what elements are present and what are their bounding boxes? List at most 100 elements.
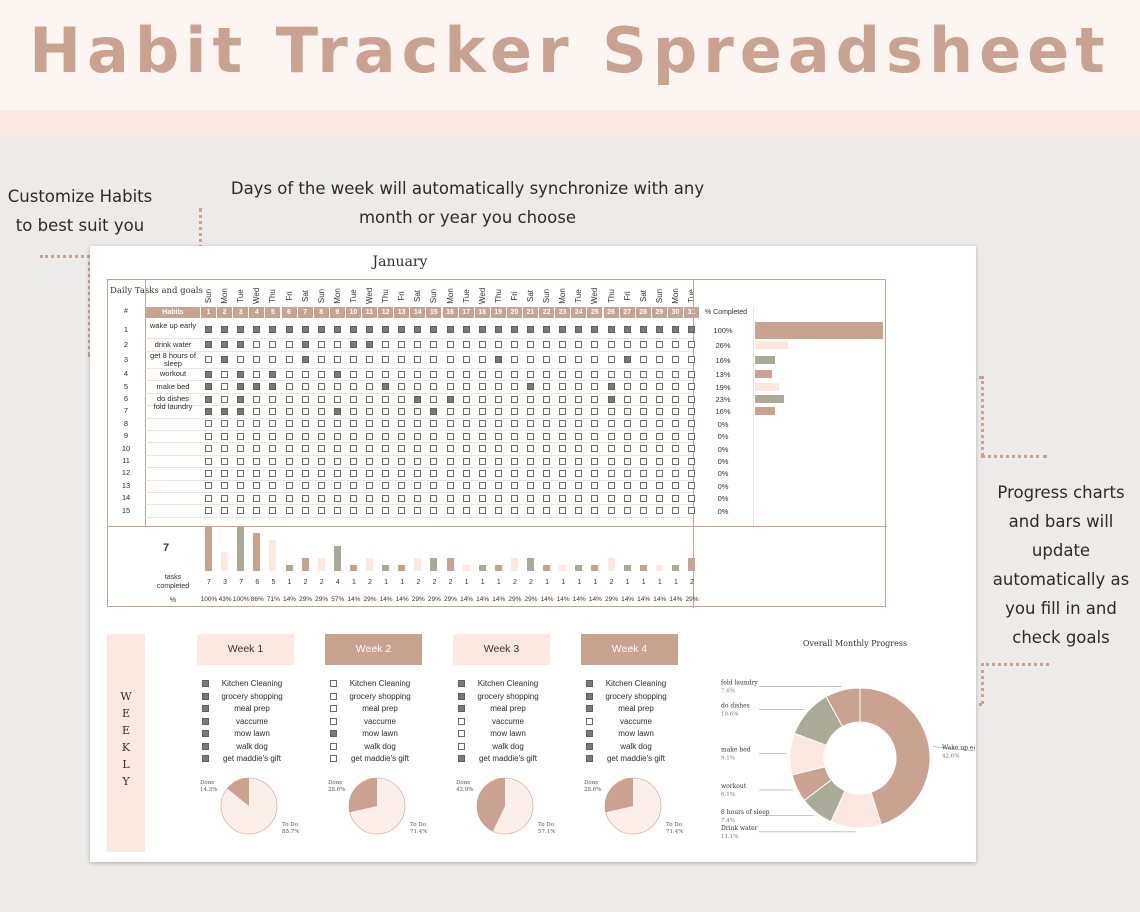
habit-checkbox[interactable] xyxy=(221,432,229,440)
habit-checkbox[interactable] xyxy=(494,507,502,515)
habit-checkbox[interactable] xyxy=(671,432,679,440)
habit-checkbox[interactable] xyxy=(366,383,373,391)
weekly-checkbox[interactable] xyxy=(330,755,337,762)
habit-checkbox[interactable] xyxy=(688,356,695,363)
habit-checkbox[interactable] xyxy=(623,469,631,477)
habit-checkbox[interactable] xyxy=(285,326,293,333)
habit-checkbox[interactable] xyxy=(639,370,647,378)
habit-checkbox[interactable] xyxy=(688,370,695,378)
habit-checkbox[interactable] xyxy=(205,370,212,378)
habit-checkbox[interactable] xyxy=(655,407,663,415)
habit-checkbox[interactable] xyxy=(478,494,486,502)
habit-checkbox[interactable] xyxy=(301,370,309,378)
habit-checkbox[interactable] xyxy=(655,494,663,502)
habit-checkbox[interactable] xyxy=(510,469,518,477)
habit-checkbox[interactable] xyxy=(639,445,647,453)
habit-checkbox[interactable] xyxy=(317,457,325,465)
habit-checkbox[interactable] xyxy=(446,407,454,415)
weekly-checkbox[interactable] xyxy=(458,680,465,687)
habit-checkbox[interactable] xyxy=(333,445,341,453)
habit-checkbox[interactable] xyxy=(285,482,293,490)
habit-checkbox[interactable] xyxy=(591,383,599,391)
habit-checkbox[interactable] xyxy=(478,482,486,490)
habit-checkbox[interactable] xyxy=(543,383,551,391)
habit-checkbox[interactable] xyxy=(349,326,357,333)
habit-checkbox[interactable] xyxy=(221,356,229,363)
habit-checkbox[interactable] xyxy=(510,420,518,428)
habit-checkbox[interactable] xyxy=(510,326,518,333)
habit-checkbox[interactable] xyxy=(510,507,518,515)
habit-checkbox[interactable] xyxy=(575,482,583,490)
habit-checkbox[interactable] xyxy=(543,469,551,477)
habit-checkbox[interactable] xyxy=(478,445,486,453)
habit-checkbox[interactable] xyxy=(382,326,390,333)
habit-checkbox[interactable] xyxy=(575,469,583,477)
habit-checkbox[interactable] xyxy=(366,341,373,348)
habit-checkbox[interactable] xyxy=(494,482,502,490)
habit-checkbox[interactable] xyxy=(398,507,406,515)
habit-checkbox[interactable] xyxy=(607,469,615,477)
habit-checkbox[interactable] xyxy=(221,494,229,502)
habit-checkbox[interactable] xyxy=(301,445,309,453)
habit-checkbox[interactable] xyxy=(623,383,631,391)
habit-checkbox[interactable] xyxy=(414,432,422,440)
habit-checkbox[interactable] xyxy=(462,395,470,403)
habit-checkbox[interactable] xyxy=(221,457,229,465)
habit-checkbox[interactable] xyxy=(301,383,309,391)
habit-checkbox[interactable] xyxy=(253,507,261,515)
habit-checkbox[interactable] xyxy=(623,507,631,515)
habit-checkbox[interactable] xyxy=(639,395,647,403)
habit-checkbox[interactable] xyxy=(559,445,567,453)
habit-checkbox[interactable] xyxy=(430,507,438,515)
habit-checkbox[interactable] xyxy=(671,341,679,348)
habit-checkbox[interactable] xyxy=(591,494,599,502)
habit-checkbox[interactable] xyxy=(494,341,502,348)
habit-checkbox[interactable] xyxy=(575,326,583,333)
habit-checkbox[interactable] xyxy=(462,383,470,391)
weekly-checkbox[interactable] xyxy=(202,755,209,762)
habit-checkbox[interactable] xyxy=(462,356,470,363)
habit-checkbox[interactable] xyxy=(430,469,438,477)
habit-checkbox[interactable] xyxy=(559,494,567,502)
habit-checkbox[interactable] xyxy=(205,383,212,391)
habit-checkbox[interactable] xyxy=(671,494,679,502)
habit-checkbox[interactable] xyxy=(543,370,551,378)
habit-checkbox[interactable] xyxy=(591,507,599,515)
habit-checkbox[interactable] xyxy=(510,356,518,363)
habit-checkbox[interactable] xyxy=(253,356,261,363)
habit-checkbox[interactable] xyxy=(543,326,551,333)
habit-checkbox[interactable] xyxy=(671,356,679,363)
habit-checkbox[interactable] xyxy=(575,420,583,428)
weekly-checkbox[interactable] xyxy=(330,692,337,700)
habit-checkbox[interactable] xyxy=(349,445,357,453)
habit-checkbox[interactable] xyxy=(366,395,373,403)
habit-checkbox[interactable] xyxy=(269,445,277,453)
habit-checkbox[interactable] xyxy=(527,370,534,378)
weekly-checkbox[interactable] xyxy=(586,730,593,737)
habit-checkbox[interactable] xyxy=(237,482,245,490)
habit-checkbox[interactable] xyxy=(333,407,341,415)
habit-checkbox[interactable] xyxy=(237,420,245,428)
habit-checkbox[interactable] xyxy=(655,370,663,378)
habit-checkbox[interactable] xyxy=(269,469,277,477)
habit-checkbox[interactable] xyxy=(349,407,357,415)
habit-checkbox[interactable] xyxy=(623,395,631,403)
habit-checkbox[interactable] xyxy=(446,383,454,391)
habit-checkbox[interactable] xyxy=(462,341,470,348)
habit-checkbox[interactable] xyxy=(301,482,309,490)
habit-checkbox[interactable] xyxy=(285,341,293,348)
habit-checkbox[interactable] xyxy=(333,341,341,348)
weekly-checkbox[interactable] xyxy=(458,692,465,700)
weekly-checkbox[interactable] xyxy=(586,680,593,687)
habit-checkbox[interactable] xyxy=(559,432,567,440)
habit-checkbox[interactable] xyxy=(317,341,325,348)
habit-checkbox[interactable] xyxy=(349,420,357,428)
habit-checkbox[interactable] xyxy=(398,407,406,415)
habit-checkbox[interactable] xyxy=(398,445,406,453)
habit-checkbox[interactable] xyxy=(301,507,309,515)
habit-checkbox[interactable] xyxy=(269,432,277,440)
habit-checkbox[interactable] xyxy=(285,507,293,515)
habit-checkbox[interactable] xyxy=(478,370,486,378)
habit-checkbox[interactable] xyxy=(366,482,373,490)
habit-checkbox[interactable] xyxy=(494,445,502,453)
